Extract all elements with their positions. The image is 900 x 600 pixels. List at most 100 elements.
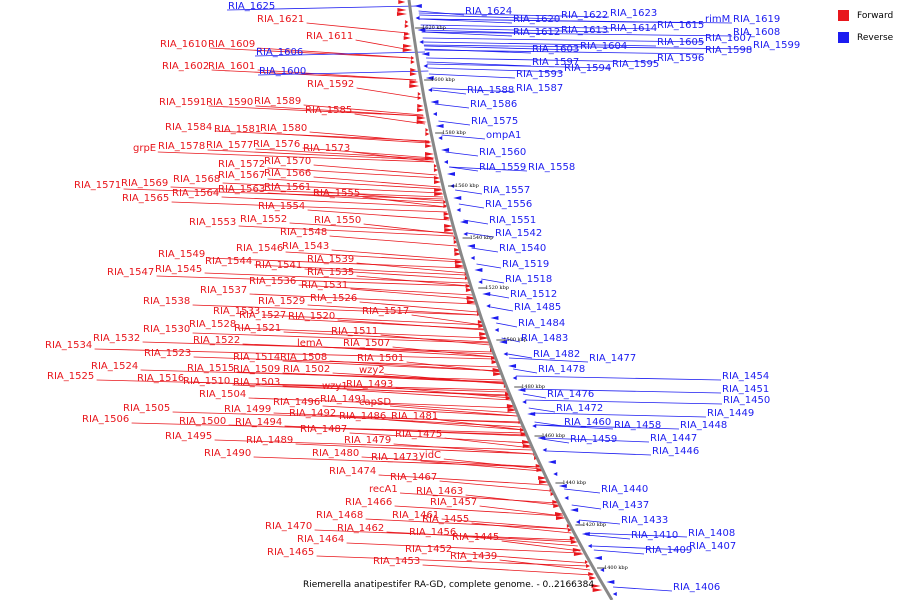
reverse-gene-label: RIA_1518 [505, 274, 552, 285]
reverse-gene-label: RIA_1560 [479, 147, 526, 158]
forward-gene-label: RIA_1602 [162, 61, 209, 72]
forward-connector [304, 268, 468, 280]
forward-gene-label: RIA_1496 [273, 397, 320, 408]
reverse-feature [494, 328, 499, 332]
forward-gene-label: RIA_1548 [280, 227, 327, 238]
forward-connector [337, 319, 485, 331]
forward-connector [283, 331, 490, 343]
forward-feature [567, 528, 572, 532]
position-ticks: 1620 kbp 1600 kbp 1580 kbp 1560 kbp 1540 kbp… [415, 25, 628, 571]
forward-gene-label: RIA_1547 [107, 267, 154, 278]
forward-gene-label: RIA_1536 [249, 276, 296, 287]
forward-connector [222, 182, 442, 194]
forward-gene-label: RIA_1510 [183, 376, 230, 387]
legend-reverse-label: Reverse [857, 32, 894, 43]
forward-gene-label: RIA_1610 [160, 39, 207, 50]
forward-feature [591, 584, 601, 588]
tick-label: 1540 kbp [470, 235, 494, 241]
reverse-feature [503, 352, 508, 356]
forward-gene-label: RIA_1530 [143, 324, 190, 335]
forward-gene-label: RIA_1537 [200, 285, 247, 296]
forward-feature [425, 128, 429, 132]
reverse-connector [421, 31, 733, 37]
reverse-connector [528, 407, 556, 413]
reverse-feature [542, 448, 547, 452]
forward-gene-label: RIA_1461 [392, 510, 439, 521]
forward-gene-label: RIA_1506 [82, 414, 129, 425]
reverse-feature [415, 16, 420, 20]
reverse-feature [570, 508, 579, 512]
forward-connector [255, 148, 434, 160]
forward-gene-label: grpE [133, 143, 156, 154]
forward-gene-label: RIA_1526 [310, 293, 357, 304]
reverse-gene-label: RIA_1482 [533, 349, 580, 360]
forward-feature [569, 536, 576, 540]
forward-connector [309, 131, 430, 143]
reverse-feature [446, 172, 455, 176]
forward-connector [354, 113, 426, 125]
forward-feature [492, 368, 502, 372]
reverse-gene-label: RIA_1557 [483, 185, 530, 196]
reverse-connector [490, 306, 514, 312]
forward-gene-label: RIA_1528 [189, 319, 236, 330]
forward-gene-label: yidC [419, 450, 441, 461]
reverse-gene-label: RIA_1483 [521, 333, 568, 344]
forward-connector [157, 151, 434, 163]
legend-forward-label: Forward [857, 10, 894, 21]
forward-connector [156, 275, 470, 287]
forward-gene-label: RIA_1591 [159, 97, 206, 108]
forward-gene-label: RIA_1545 [155, 264, 202, 275]
forward-connector [262, 314, 483, 326]
forward-feature [522, 440, 532, 444]
reverse-gene-label: RIA_1437 [602, 500, 649, 511]
forward-connector [338, 416, 523, 428]
forward-gene-label: RIA_1611 [306, 31, 353, 42]
reverse-gene-label: RIA_1599 [753, 40, 800, 51]
forward-feature [553, 504, 561, 508]
reverse-connector [564, 488, 601, 494]
forward-gene-label: RIA_1466 [345, 497, 392, 508]
forward-connector [329, 235, 457, 247]
reverse-connector [424, 49, 705, 55]
reverse-connector [431, 89, 467, 95]
forward-connector [365, 518, 570, 530]
forward-gene-label: RIA_1514 [233, 352, 280, 363]
forward-connector [267, 192, 445, 204]
forward-gene-label: RIA_1473 [371, 452, 418, 463]
forward-connector [329, 360, 500, 372]
forward-gene-label: RIA_1532 [93, 333, 140, 344]
forward-gene-label: RIA_1546 [236, 243, 283, 254]
forward-connector [285, 251, 462, 263]
reverse-feature [537, 436, 546, 440]
reverse-gene-label: RIA_1409 [645, 545, 692, 556]
forward-gene-label: RIA_1568 [173, 174, 220, 185]
forward-connector [322, 405, 519, 417]
forward-gene-label: RIA_1475 [395, 429, 442, 440]
forward-feature [519, 428, 526, 432]
forward-feature [479, 332, 489, 336]
forward-gene-label: RIA_1561 [264, 182, 311, 193]
reverse-feature [474, 268, 483, 272]
forward-gene-label: RIA_1509 [233, 364, 280, 375]
forward-connector [479, 505, 564, 517]
reverse-connector [419, 18, 513, 24]
reverse-feature [419, 40, 424, 44]
forward-feature [443, 200, 447, 204]
forward-gene-label: RIA_1576 [253, 139, 300, 150]
reverse-connector [515, 375, 722, 381]
forward-feature [404, 24, 409, 28]
reverse-connector [226, 5, 418, 11]
reverse-connector [431, 87, 516, 93]
reverse-gene-label: RIA_1406 [673, 582, 720, 593]
reverse-connector [438, 120, 471, 126]
forward-gene-label: RIA_1486 [339, 411, 386, 422]
reverse-feature [512, 376, 517, 380]
reverse-connector [586, 534, 631, 540]
forward-feature [425, 140, 432, 144]
forward-connector [350, 288, 474, 300]
reverse-connector [593, 549, 645, 555]
forward-connector [501, 540, 581, 552]
forward-gene-label: RIA_1502 [283, 364, 330, 375]
reverse-feature [478, 280, 483, 284]
reverse-connector [501, 337, 521, 343]
